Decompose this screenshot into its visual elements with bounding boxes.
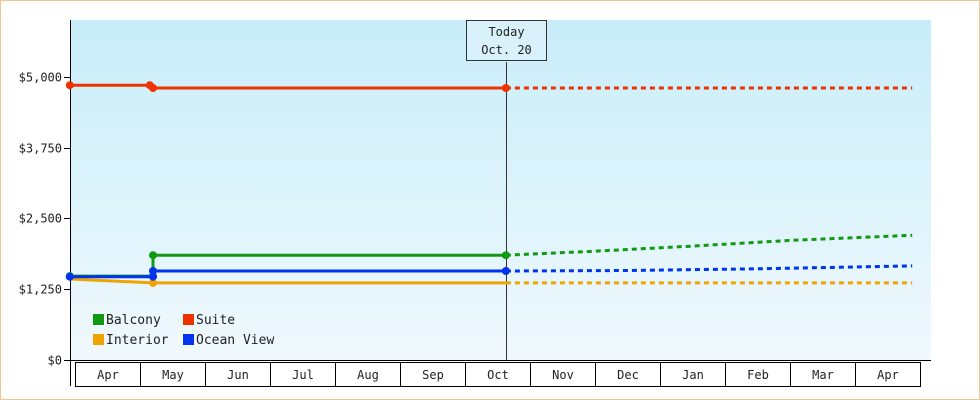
series-point-suite: [149, 84, 157, 92]
month-box: [855, 362, 921, 387]
x-tick-label: Sep: [422, 368, 444, 382]
series-forecast-ocean-view: [505, 264, 913, 273]
legend-swatch-suite: [183, 314, 194, 325]
month-box: [270, 362, 336, 387]
y-tick-label: $5,000: [19, 71, 62, 85]
legend-swatch-interior: [93, 334, 104, 345]
month-box: [205, 362, 271, 387]
month-box: [530, 362, 596, 387]
series-point-interior: [149, 278, 157, 287]
x-tick-label: Oct: [487, 368, 509, 382]
y-tick-label: $1,250: [19, 283, 62, 297]
month-box: [335, 362, 401, 387]
legend: Balcony Suite Interior Ocean View: [93, 313, 274, 348]
y-tick-label: $3,750: [19, 142, 62, 156]
today-label-box: [466, 20, 547, 61]
series-point-balcony: [149, 251, 157, 260]
series-point-balcony: [501, 251, 510, 260]
x-tick-label: Mar: [812, 368, 834, 382]
month-box: [140, 362, 206, 387]
legend-label-balcony: Balcony: [106, 313, 161, 328]
today-label: Today: [488, 25, 524, 39]
month-box: [75, 362, 141, 387]
legend-swatch-ocean-view: [183, 334, 194, 345]
x-tick-label: Feb: [747, 368, 769, 382]
legend-label-ocean-view: Ocean View: [196, 333, 274, 348]
month-box: [660, 362, 726, 387]
x-tick-label: Apr: [877, 368, 899, 382]
x-tick-label: Jul: [292, 368, 314, 382]
legend-swatch-balcony: [93, 314, 104, 325]
month-box: [790, 362, 856, 387]
series-point-suite: [65, 81, 74, 90]
series-point-ocean-view: [149, 267, 157, 275]
plot-area: [70, 20, 931, 360]
series-point-suite: [501, 84, 510, 92]
x-tick-label: Jun: [227, 368, 249, 382]
y-tick-label: $0: [48, 354, 62, 368]
legend-label-suite: Suite: [196, 313, 235, 328]
series-point-ocean-view: [501, 267, 510, 275]
today-date-label: Oct. 20: [481, 43, 532, 57]
x-tick-label: May: [162, 368, 184, 382]
x-tick-label: Nov: [552, 368, 574, 382]
x-tick-label: Apr: [97, 368, 119, 382]
x-tick-label: Dec: [617, 368, 639, 382]
y-tick-label: $2,500: [19, 212, 62, 226]
legend-label-interior: Interior: [106, 333, 169, 348]
series-forecast-balcony: [505, 233, 913, 257]
series-point-ocean-view: [65, 272, 74, 281]
x-tick-label: Jan: [682, 368, 704, 382]
x-tick-label: Aug: [357, 368, 379, 382]
series-point-ocean-view: [149, 272, 157, 281]
